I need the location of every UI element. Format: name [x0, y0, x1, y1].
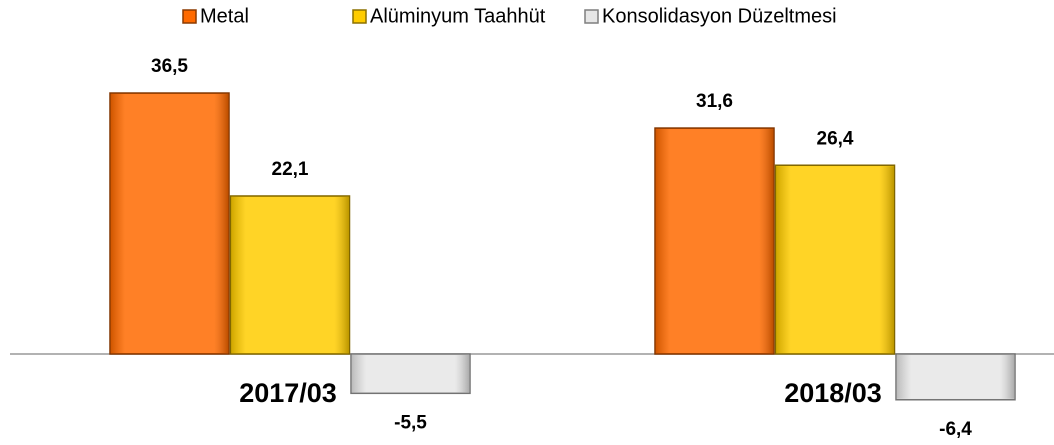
- bar-bevel: [111, 94, 228, 354]
- bar-bevel: [897, 355, 1014, 399]
- bar-bevel: [776, 166, 894, 353]
- legend-label: Metal: [200, 5, 249, 27]
- legend-swatch: [352, 9, 367, 24]
- value-label: 31,6: [696, 91, 733, 112]
- category-label: 2018/03: [784, 378, 882, 408]
- bar-bevel: [231, 196, 349, 353]
- legend-swatch: [182, 9, 197, 24]
- value-label: 26,4: [817, 128, 854, 149]
- legend-swatch: [584, 9, 599, 24]
- value-label: -5,5: [394, 412, 427, 433]
- value-label: 36,5: [151, 56, 188, 77]
- legend-label: Alüminyum Taahhüt: [370, 5, 546, 27]
- bar-bevel: [656, 129, 773, 353]
- value-label: -6,4: [939, 419, 972, 440]
- legend-label: Konsolidasyon Düzeltmesi: [602, 5, 837, 27]
- bar-bevel: [352, 355, 469, 393]
- value-label: 22,1: [272, 159, 309, 180]
- category-label: 2017/03: [239, 378, 337, 408]
